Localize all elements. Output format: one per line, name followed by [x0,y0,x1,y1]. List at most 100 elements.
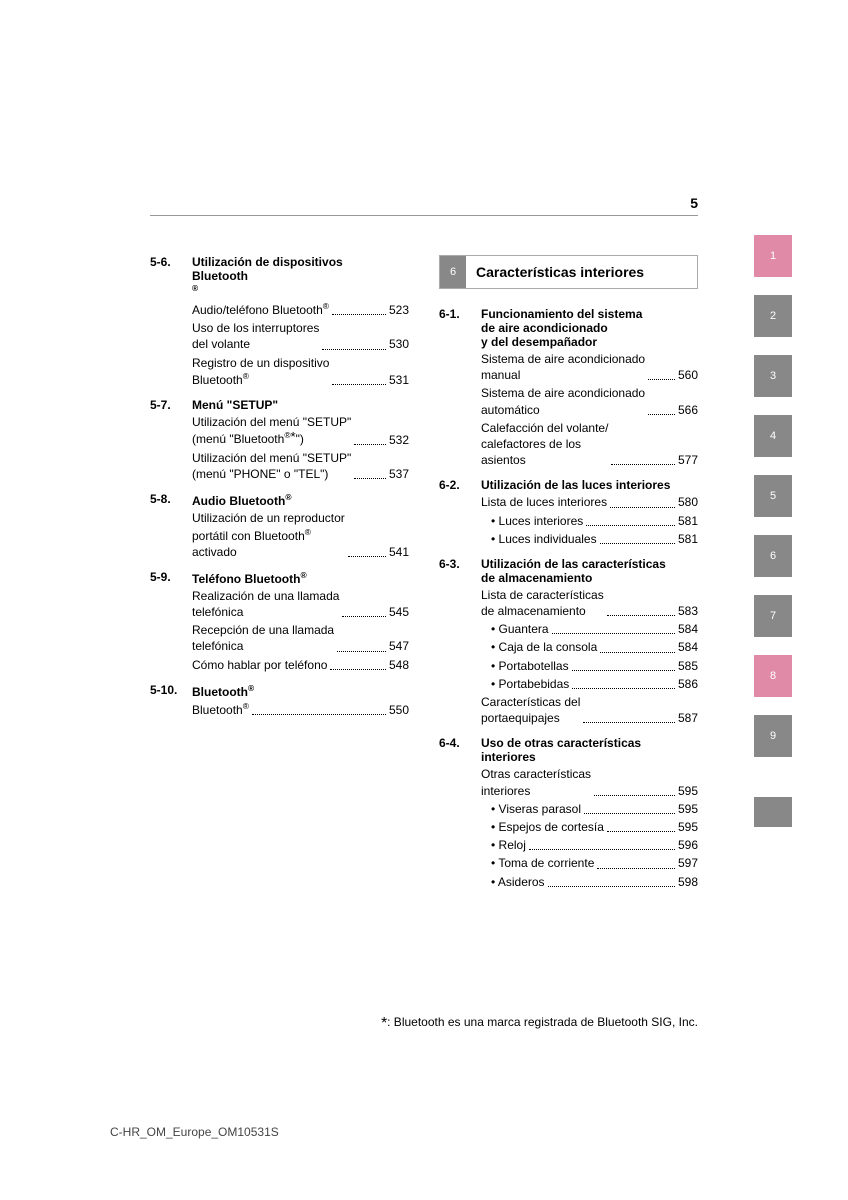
toc-page: 547 [389,638,409,654]
toc-page: 550 [389,702,409,718]
content-area: 5-6.Utilización de dispositivosBluetooth… [150,255,698,900]
toc-page: 566 [678,402,698,418]
section-title: Funcionamiento del sistemade aire acondi… [481,307,642,349]
section-number: 6-2. [439,478,481,492]
section-number: 5-9. [150,570,192,586]
toc-leader-dots [337,651,386,652]
section-title: Menú "SETUP" [192,398,278,412]
toc-leader-dots [332,384,386,385]
side-tab[interactable]: 3 [754,355,792,397]
section-title: Bluetooth® [192,683,254,699]
toc-leader-dots [600,652,675,653]
toc-label: Lista de característicasde almacenamient… [481,587,604,619]
section-heading: 5-10.Bluetooth® [150,683,409,699]
side-tab-index[interactable] [754,797,792,827]
toc-entry: Sistema de aire acondicionadomanual 560 [481,351,698,383]
page-number: 5 [690,195,698,211]
toc-entry: Lista de luces interiores580 [481,494,698,510]
toc-label: • Reloj [491,837,526,853]
section-number: 5-6. [150,255,192,299]
toc-page: 595 [678,783,698,799]
section-title: Utilización de las característicasde alm… [481,557,666,585]
toc-page: 577 [678,452,698,468]
toc-leader-dots [594,795,675,796]
toc-leader-dots [552,633,675,634]
toc-entry: • Caja de la consola584 [491,639,698,655]
toc-entry: • Toma de corriente 597 [491,855,698,871]
toc-entry: • Reloj596 [491,837,698,853]
toc-leader-dots [348,556,386,557]
toc-label: Sistema de aire acondicionadoautomático [481,385,645,417]
side-tab[interactable]: 1 [754,235,792,277]
side-tab[interactable]: 4 [754,415,792,457]
toc-page: 587 [678,710,698,726]
section-heading: 5-8.Audio Bluetooth® [150,492,409,508]
toc-label: Utilización del menú "SETUP"(menú "Bluet… [192,414,351,448]
chapter-header: 6Características interiores [439,255,698,289]
toc-entry: Realización de una llamadatelefónica 545 [192,588,409,620]
section-number: 5-10. [150,683,192,699]
toc-leader-dots [648,414,675,415]
toc-label: • Espejos de cortesía [491,819,604,835]
side-tab[interactable]: 8 [754,655,792,697]
toc-label: • Portabebidas [491,676,569,692]
section-heading: 5-7.Menú "SETUP" [150,398,409,412]
toc-page: 597 [678,855,698,871]
toc-leader-dots [584,813,675,814]
footnote: *: Bluetooth es una marca registrada de … [150,1015,698,1033]
toc-entry: • Espejos de cortesía595 [491,819,698,835]
toc-label: • Toma de corriente [491,855,594,871]
section-number: 6-3. [439,557,481,585]
side-tab[interactable]: 9 [754,715,792,757]
toc-entry: • Luces individuales581 [491,531,698,547]
side-tab[interactable]: 7 [754,595,792,637]
toc-page: 583 [678,603,698,619]
toc-label: • Caja de la consola [491,639,597,655]
toc-entry: Bluetooth®550 [192,701,409,718]
section-number: 6-4. [439,736,481,764]
side-tab[interactable]: 2 [754,295,792,337]
section-heading: 5-9.Teléfono Bluetooth® [150,570,409,586]
toc-leader-dots [607,615,675,616]
toc-label: • Luces interiores [491,513,583,529]
toc-label: Registro de un dispositivoBluetooth® [192,355,329,388]
toc-page: 584 [678,621,698,637]
top-rule [150,215,698,216]
toc-entry: Otras característicasinteriores595 [481,766,698,798]
section-number: 6-1. [439,307,481,349]
toc-label: Utilización de un reproductorportátil co… [192,510,345,560]
toc-leader-dots [330,669,386,670]
toc-label: Realización de una llamadatelefónica [192,588,339,620]
side-tab[interactable]: 5 [754,475,792,517]
toc-leader-dots [583,722,675,723]
toc-entry: Audio/teléfono Bluetooth®523 [192,301,409,318]
toc-leader-dots [332,314,386,315]
section-title: Utilización de dispositivosBluetooth® [192,255,343,299]
toc-entry: Utilización del menú "SETUP"(menú "PHONE… [192,450,409,482]
toc-page: 580 [678,494,698,510]
toc-label: Sistema de aire acondicionadomanual [481,351,645,383]
toc-label: • Luces individuales [491,531,597,547]
toc-leader-dots [548,886,675,887]
toc-page: 581 [678,513,698,529]
toc-page: 545 [389,604,409,620]
toc-page: 548 [389,657,409,673]
toc-leader-dots [648,379,675,380]
toc-leader-dots [529,849,675,850]
side-tabs: 1 2 3 4 5 6 7 8 9 [754,235,792,845]
toc-page: 560 [678,367,698,383]
toc-label: Utilización del menú "SETUP"(menú "PHONE… [192,450,351,482]
section-title: Utilización de las luces interiores [481,478,670,492]
toc-label: • Asideros [491,874,545,890]
side-tab[interactable]: 6 [754,535,792,577]
toc-entry: Cómo hablar por teléfono548 [192,657,409,673]
toc-label: Calefacción del volante/calefactores de … [481,420,608,469]
toc-entry: Calefacción del volante/calefactores de … [481,420,698,469]
toc-entry: • Portabotellas585 [491,658,698,674]
chapter-title: Características interiores [466,256,697,288]
toc-page: 537 [389,466,409,482]
toc-label: Audio/teléfono Bluetooth® [192,301,329,318]
left-column: 5-6.Utilización de dispositivosBluetooth… [150,255,409,900]
toc-leader-dots [572,670,675,671]
toc-entry: • Asideros598 [491,874,698,890]
